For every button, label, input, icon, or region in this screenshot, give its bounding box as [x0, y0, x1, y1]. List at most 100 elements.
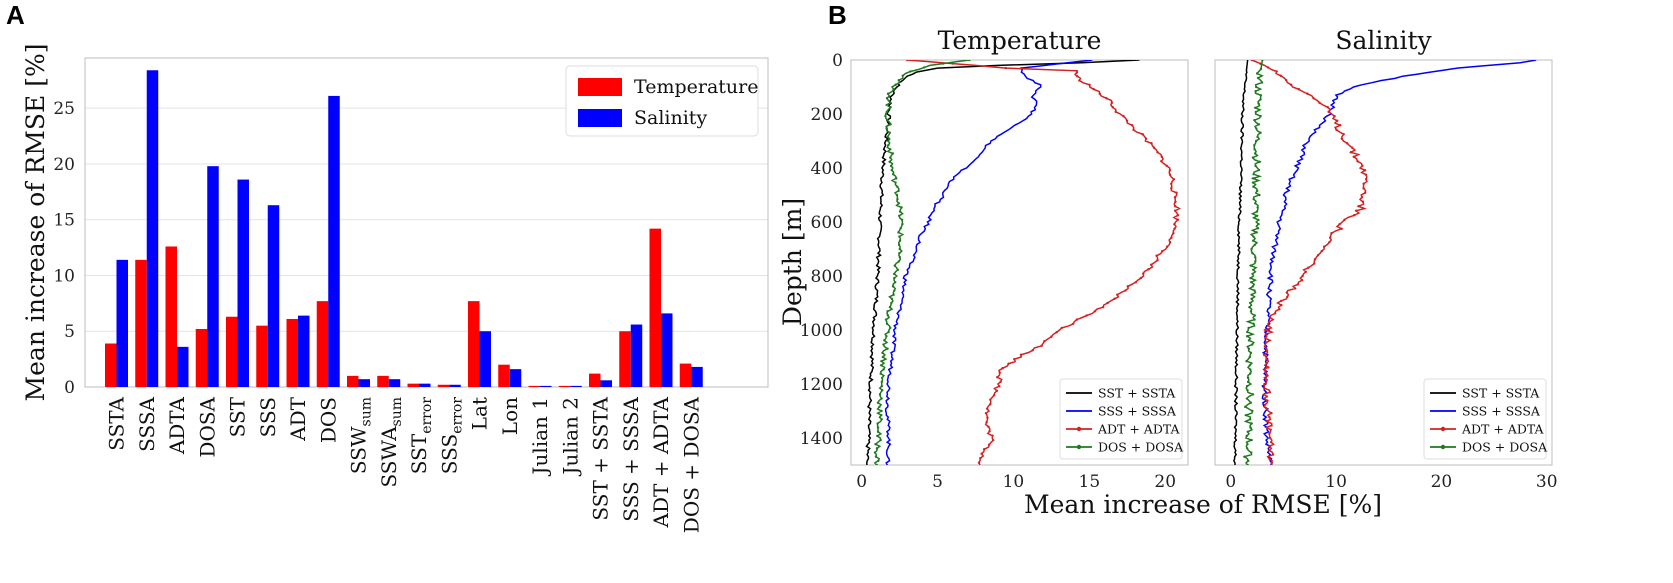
marker-point [1250, 422, 1253, 425]
marker-point [893, 264, 896, 267]
marker-point [890, 301, 893, 305]
marker-point [1249, 351, 1253, 355]
marker-point [1092, 88, 1095, 91]
marker-point [1263, 382, 1266, 386]
marker-point [1050, 335, 1053, 338]
marker-point [1248, 301, 1252, 305]
marker-point [1265, 349, 1269, 352]
marker-point [875, 447, 879, 450]
panel-label-b: B [828, 0, 847, 30]
y-axis-label: Depth [m] [778, 198, 807, 326]
marker-point [889, 164, 893, 168]
marker-point [1130, 124, 1134, 127]
marker-point [1248, 368, 1252, 371]
marker-point [1279, 299, 1283, 303]
marker-point [986, 416, 989, 419]
marker-point [884, 114, 887, 118]
marker-point [1088, 83, 1091, 87]
category-label: SSTA [105, 396, 129, 450]
marker-point [1278, 308, 1281, 311]
marker-point [1124, 289, 1127, 292]
marker-point [1007, 362, 1010, 365]
line-adt-adta [1251, 60, 1368, 465]
marker-point [898, 251, 901, 255]
marker-point [1328, 236, 1332, 239]
marker-point [1254, 106, 1257, 109]
marker-point [888, 305, 892, 309]
category-label: SSWsum [347, 397, 375, 474]
marker-point [1243, 455, 1246, 458]
category-label: Julian 1 [528, 397, 552, 477]
marker-point [985, 407, 989, 410]
marker-point [889, 101, 892, 104]
marker-point [1253, 152, 1257, 155]
marker-point [889, 156, 892, 159]
marker-point [1352, 214, 1356, 217]
marker-point [1289, 83, 1293, 86]
marker-point [885, 127, 888, 130]
marker-point [1266, 399, 1269, 402]
marker-point [898, 210, 902, 213]
marker-point [1244, 413, 1248, 417]
marker-point [1260, 81, 1264, 84]
marker-point [1275, 70, 1278, 73]
marker-point [1173, 223, 1176, 226]
marker-point [1268, 320, 1271, 323]
marker-point [1245, 384, 1249, 388]
marker-point [879, 372, 882, 375]
marker-point [1247, 459, 1250, 463]
marker-point [877, 459, 880, 463]
marker-point [889, 148, 892, 151]
marker-point [1251, 177, 1255, 180]
category-label: Lon [498, 397, 522, 435]
marker-point [1043, 340, 1046, 343]
marker-point [1105, 97, 1108, 100]
marker-point [885, 97, 889, 100]
bar-temperature-2 [165, 246, 177, 387]
marker-point [1297, 88, 1301, 91]
marker-point [1301, 278, 1304, 282]
marker-point [1259, 131, 1262, 134]
y-tick-label: 200 [811, 105, 843, 125]
bar-temperature-8 [347, 375, 359, 387]
marker-point [1269, 428, 1272, 431]
line-adt-adta [907, 60, 1182, 465]
y-tick-label: 400 [811, 159, 843, 179]
marker-point [1268, 391, 1272, 394]
marker-point [1265, 341, 1268, 344]
marker-point [1313, 258, 1317, 261]
marker-point [1251, 272, 1254, 276]
marker-point [1134, 281, 1138, 284]
subplot-temperature: 0 5 10 15 200200400600800100012001400Tempera… [800, 26, 1189, 492]
category-label: SST [226, 396, 250, 437]
marker-point [1175, 191, 1178, 194]
marker-point [1126, 285, 1129, 288]
marker-point [1253, 289, 1256, 292]
marker-point [1245, 335, 1249, 338]
marker-point [1255, 127, 1258, 130]
marker-point [1259, 67, 1263, 71]
marker-point [878, 405, 881, 409]
bar-chart-panel: 0 5 10 15 20 25 SSTA SSSA ADTA DOSA SST SSS ADT DOS SS… [21, 44, 769, 533]
marker-point [1248, 355, 1251, 359]
marker-point [1263, 345, 1267, 348]
marker-point [1360, 196, 1364, 199]
category-label: DOS + DOSA [679, 396, 703, 533]
marker-point [881, 389, 884, 392]
marker-point [1122, 115, 1125, 118]
category-label: DOS [316, 397, 340, 443]
marker-point [898, 235, 901, 238]
marker-point [887, 139, 890, 143]
marker-point [1338, 124, 1342, 127]
bar-salinity-0 [116, 259, 128, 387]
marker-point [1268, 416, 1271, 419]
marker-point [989, 403, 992, 406]
marker-point [1168, 169, 1172, 172]
marker-point [890, 297, 894, 301]
marker-point [1139, 276, 1143, 280]
marker-point [889, 106, 892, 109]
y-tick-label: 800 [811, 267, 843, 287]
marker-point [1293, 287, 1297, 290]
bar-salinity-5 [267, 205, 280, 387]
marker-point [1254, 256, 1257, 259]
